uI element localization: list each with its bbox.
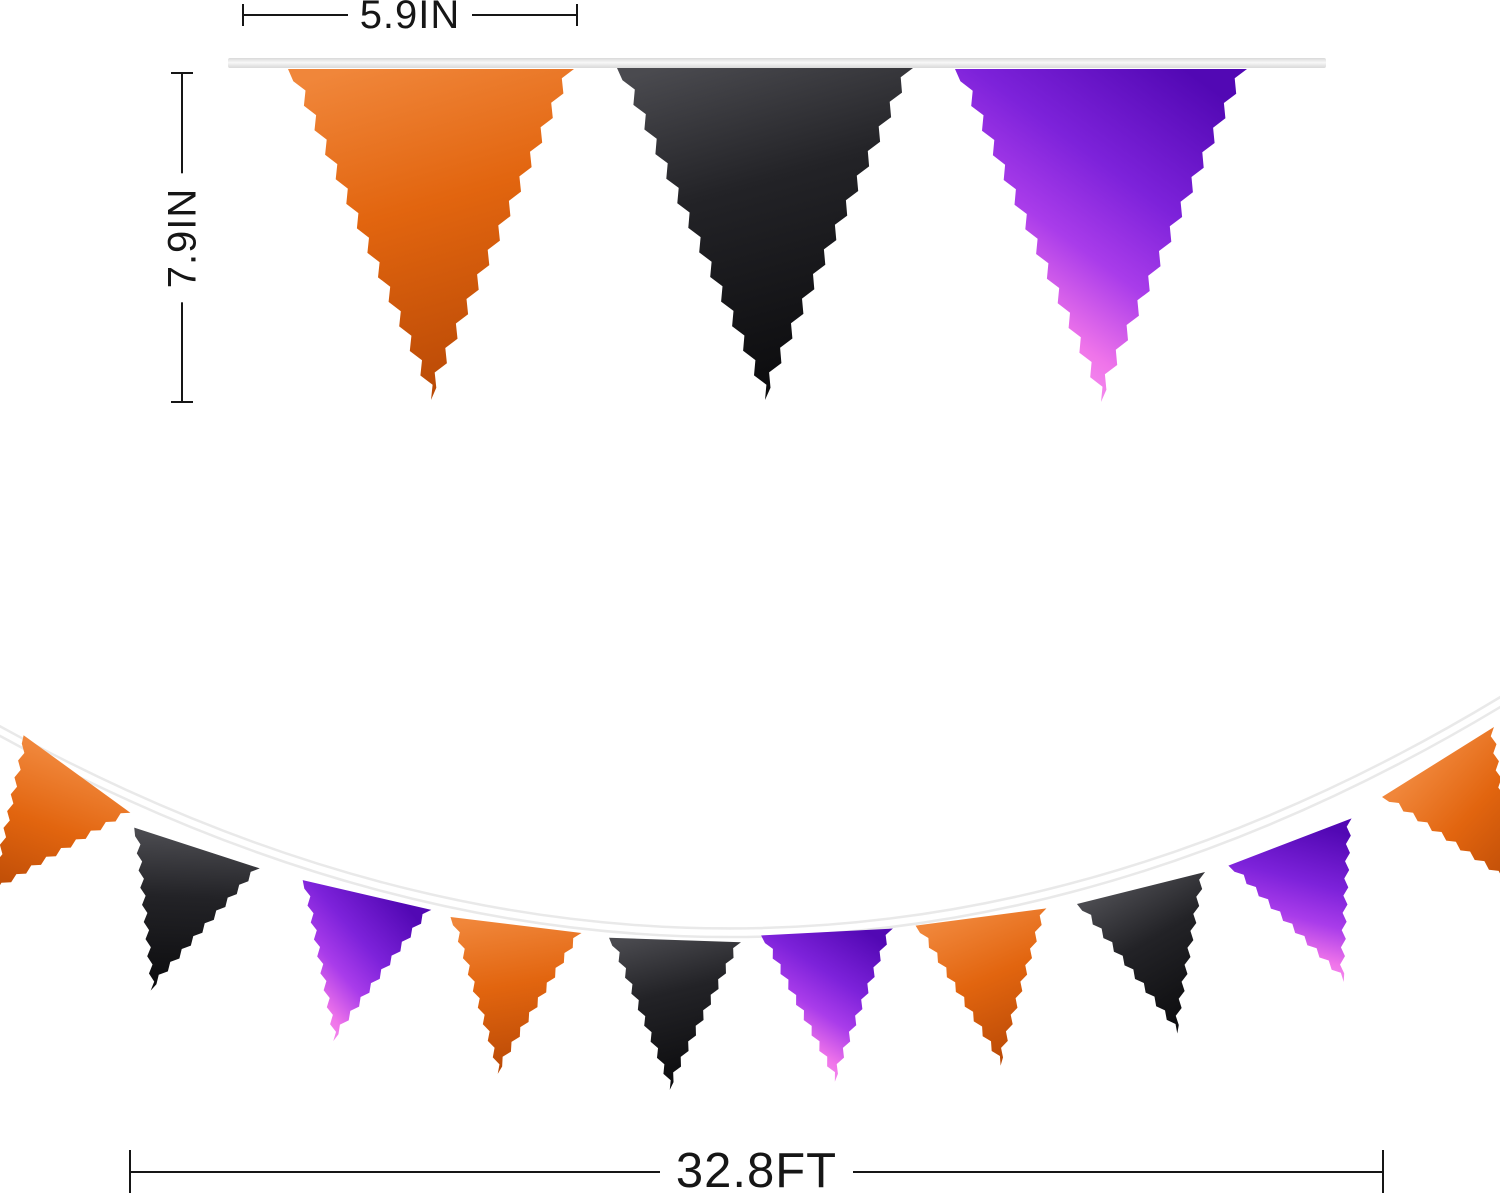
dimension-tick	[171, 72, 193, 74]
dimension-tick	[242, 4, 244, 26]
dimension-tick	[576, 4, 578, 26]
hanging-ribbon	[228, 58, 1326, 68]
bottom-flag-10-orange	[1382, 727, 1500, 890]
dimension-tick	[1382, 1150, 1384, 1193]
bottom-flag-4-orange	[450, 916, 582, 1074]
bottom-flag-6-purple	[761, 928, 893, 1082]
dimension-tick	[129, 1150, 131, 1193]
flag-width-label: 5.9IN	[347, 0, 473, 36]
bottom-flag-3-purple	[302, 880, 432, 1042]
banner-length-label: 32.8FT	[659, 1145, 854, 1195]
bottom-flag-1-orange	[0, 735, 131, 896]
bottom-flag-2-black	[134, 827, 260, 991]
bottom-flag-9-purple	[1228, 818, 1352, 983]
bottom-flag-5-black	[609, 937, 741, 1090]
bottom-flag-7-orange	[915, 908, 1047, 1066]
dimension-tick	[171, 401, 193, 403]
top-flag-purple	[955, 69, 1247, 402]
banner-string-highlight	[0, 698, 1500, 936]
flag-width-dimension: 5.9IN	[242, 0, 578, 36]
top-flag-black	[617, 68, 913, 400]
top-flag-orange	[288, 69, 574, 400]
flag-height-label: 7.9IN	[159, 173, 206, 302]
flag-height-dimension: 7.9IN	[159, 72, 206, 403]
banner-length-dimension: 32.8FT	[129, 1145, 1384, 1195]
bottom-flag-8-black	[1076, 872, 1206, 1034]
